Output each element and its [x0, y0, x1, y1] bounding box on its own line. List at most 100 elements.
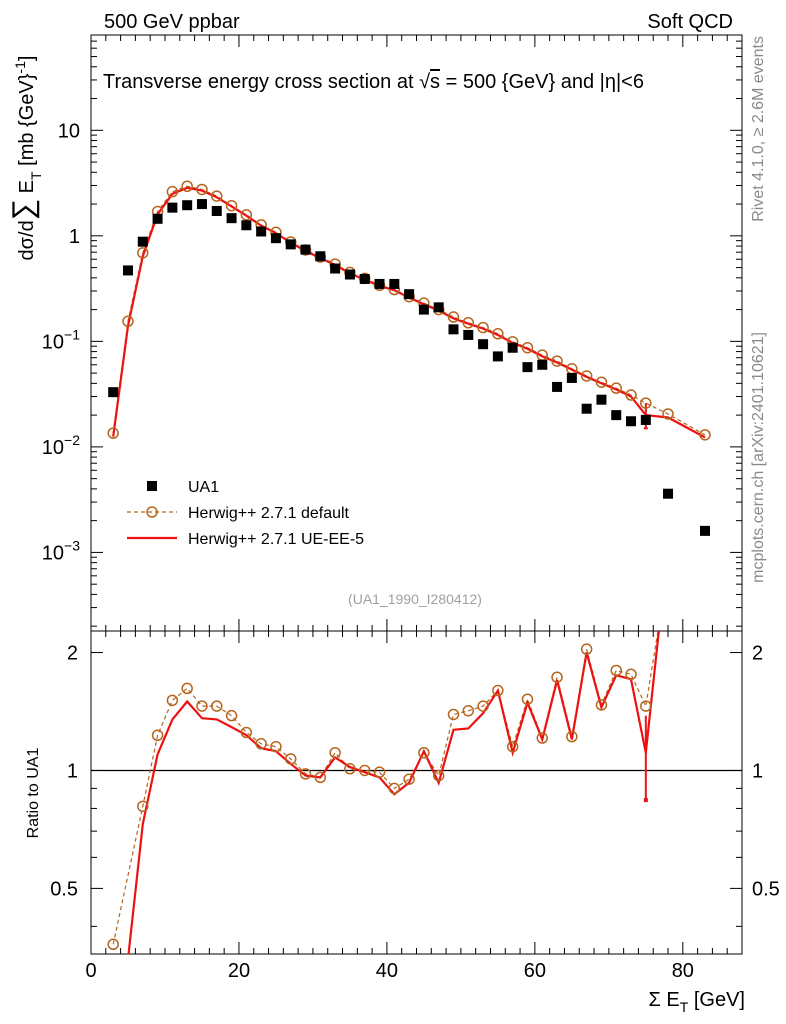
ylabel-a: dσ/d	[16, 220, 38, 260]
x-tick-label: 80	[672, 960, 694, 982]
x-axis-label: Σ ET [GeV]	[648, 989, 745, 1015]
ratio-default-point	[270, 740, 282, 753]
main-y-tick-label: 10−1	[42, 326, 80, 353]
title-s: s	[430, 71, 440, 93]
ua1-data-point	[315, 251, 326, 262]
default-point	[699, 429, 711, 441]
ratio-default-point	[566, 730, 578, 743]
tick-base: 10	[42, 542, 64, 564]
tick-base: 10	[42, 331, 64, 353]
legend-default-label: Herwig++ 2.7.1 default	[188, 505, 350, 522]
ratio-default-point	[551, 671, 563, 683]
ratio-default-point	[580, 643, 593, 655]
tick-base: 10	[58, 120, 80, 142]
default-point	[240, 209, 253, 221]
analysis-id-label: (UA1_1990_I280412)	[348, 591, 482, 607]
ua1-data-point	[522, 362, 533, 373]
ua1-data-point	[404, 289, 415, 300]
ua1-data-point	[433, 302, 444, 313]
legend-ue-label: Herwig++ 2.7.1 UE-EE-5	[188, 531, 364, 548]
ratio-default-point	[107, 938, 119, 951]
ua1-data-point	[640, 414, 651, 425]
ratio-default-point	[625, 668, 637, 681]
tick-base: 1	[69, 226, 80, 248]
x-tick-label: 20	[228, 960, 250, 982]
tick-exponent: −3	[64, 537, 80, 553]
ratio-default-point	[211, 700, 223, 712]
default-point	[595, 376, 608, 388]
ratio-default-point	[477, 700, 489, 712]
ua1-data-point	[256, 226, 267, 237]
main-y-tick-label: 10−2	[42, 432, 80, 459]
ratio-default-point	[314, 771, 327, 784]
ratio-default-point	[225, 709, 238, 722]
ratio-default-point	[240, 726, 253, 739]
ylabel-e: E	[16, 180, 38, 199]
default-point	[462, 317, 475, 329]
ratio-ue-error-end	[643, 798, 648, 803]
ua1-data-point	[270, 233, 281, 244]
ratio-default-point	[284, 753, 297, 765]
ua1-data-point	[108, 387, 119, 398]
main-ylabel: dσ/d∑ ET [mb {GeV}-1]	[7, 56, 44, 261]
ua1-data-point	[626, 416, 637, 427]
header-right-label: Soft QCD	[647, 11, 733, 33]
ratio-default-point	[492, 684, 504, 697]
header-left-label: 500 GeV ppbar	[104, 11, 240, 33]
ratio-default-point	[373, 766, 386, 778]
ratio-default-point	[358, 764, 371, 777]
ua1-data-point	[492, 351, 503, 362]
default-point	[166, 185, 179, 198]
ua1-data-point	[700, 525, 711, 536]
ua1-data-point	[507, 342, 518, 353]
default-point	[477, 321, 489, 334]
ratio-default-point	[329, 746, 341, 759]
ratio-y-tick-label-right: 1	[752, 760, 763, 782]
ratio-y-tick-label-left: 0.5	[50, 878, 78, 900]
ratio-ue-line	[127, 631, 660, 954]
ratio-default-point	[610, 664, 622, 677]
ratio-default-point	[403, 773, 415, 785]
default-point	[137, 247, 149, 259]
ratio-default-point	[447, 708, 460, 721]
chart-title: Transverse energy cross section at √s = …	[103, 71, 644, 93]
tick-exponent: −2	[64, 432, 80, 448]
ua1-data-point	[182, 200, 193, 211]
default-point	[107, 427, 119, 439]
ratio-default-point	[299, 768, 312, 780]
default-point	[610, 382, 622, 394]
ua1-data-point	[374, 278, 385, 289]
default-point	[196, 183, 208, 196]
ratio-default-point	[521, 693, 534, 705]
ratio-y-tick-label-right: 2	[752, 643, 763, 665]
tick-base: 10	[42, 437, 64, 459]
x-tick-label: 40	[376, 960, 398, 982]
default-point	[181, 180, 193, 192]
ua1-data-point	[448, 324, 459, 335]
ua1-data-point	[581, 403, 592, 414]
ratio-y-tick-label-left: 2	[67, 643, 78, 665]
default-point	[122, 315, 134, 328]
ua1-data-point	[167, 202, 178, 213]
default-point	[640, 397, 652, 409]
ratio-default-point	[151, 729, 164, 741]
ratio-ylabel: Ratio to UA1	[25, 748, 42, 839]
legend-default-marker	[146, 506, 158, 518]
default-point	[492, 328, 504, 340]
ua1-data-point	[663, 488, 674, 499]
ratio-default-point	[506, 740, 519, 753]
ratio-default-point	[432, 769, 445, 782]
ua1-data-point	[344, 269, 355, 280]
ua1-data-point	[122, 265, 133, 276]
ua1-data-point	[241, 220, 252, 231]
ua1-data-point	[226, 213, 237, 224]
default-point	[580, 370, 593, 382]
mcplots-label: mcplots.cern.ch [arXiv:2401.10621]	[750, 332, 767, 583]
ua1-data-point	[478, 339, 489, 350]
default-point	[551, 355, 563, 367]
ua1-data-point	[330, 263, 341, 274]
ratio-default-point	[166, 694, 179, 707]
main-y-tick-label: 10−3	[42, 537, 80, 564]
